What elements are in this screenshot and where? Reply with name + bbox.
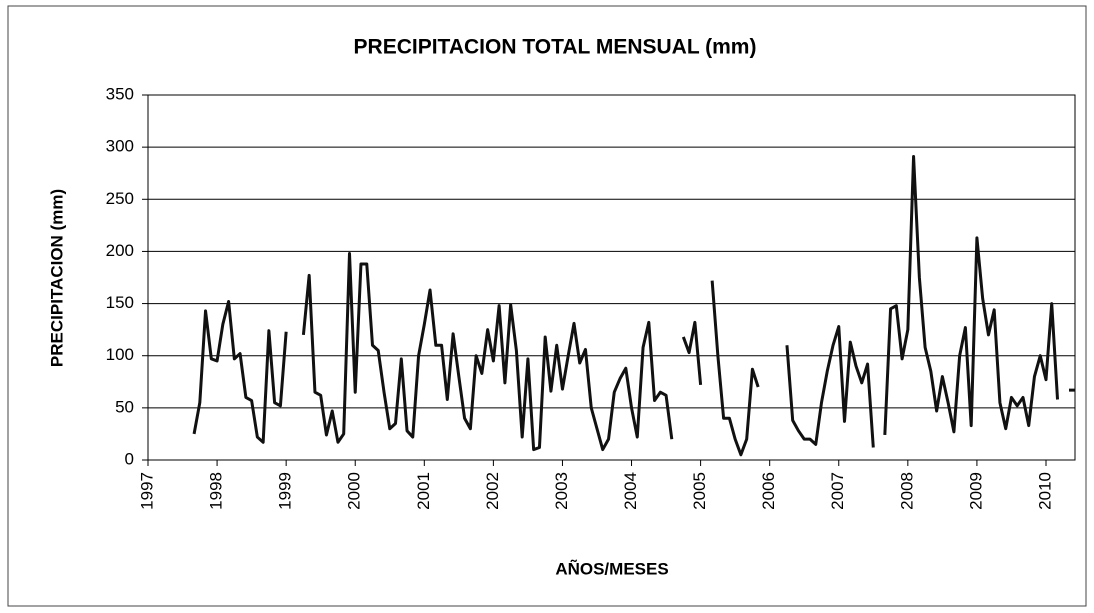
data-line xyxy=(301,252,674,452)
x-tick-label: 1999 xyxy=(276,472,295,510)
x-tick-label: 1998 xyxy=(207,472,226,510)
x-tick-label: 1997 xyxy=(137,472,156,510)
x-tick-label: 2009 xyxy=(966,472,985,510)
x-tick-label: 2006 xyxy=(759,472,778,510)
x-tick-label: 2007 xyxy=(828,472,847,510)
y-tick-label: 150 xyxy=(106,293,134,312)
x-tick-label: 2010 xyxy=(1035,472,1054,510)
y-tick-label: 100 xyxy=(106,345,134,364)
x-tick-label: 2002 xyxy=(483,472,502,510)
y-tick-label: 300 xyxy=(106,137,134,156)
x-tick-label: 2000 xyxy=(345,472,364,510)
x-tick-label: 2001 xyxy=(414,472,433,510)
y-tick-label: 350 xyxy=(106,84,134,103)
x-axis-label: AÑOS/MESES xyxy=(555,558,668,578)
data-line xyxy=(681,320,703,386)
chart-border xyxy=(7,5,1087,607)
data-line xyxy=(192,299,288,444)
y-tick-label: 250 xyxy=(106,189,134,208)
y-tick-label: 200 xyxy=(106,241,134,260)
x-tick-label: 2005 xyxy=(690,472,709,510)
data-line xyxy=(883,155,1060,436)
y-tick-label: 50 xyxy=(115,397,134,416)
x-tick-label: 2003 xyxy=(552,472,571,510)
data-line xyxy=(785,325,875,448)
x-tick-label: 2004 xyxy=(621,472,640,510)
plot-area xyxy=(147,94,1076,461)
y-tick-label: 0 xyxy=(125,449,134,468)
chart-title: PRECIPITACION TOTAL MENSUAL (mm) xyxy=(354,36,757,59)
data-line xyxy=(710,280,760,457)
x-tick-label: 2008 xyxy=(897,472,916,510)
y-axis-label: PRECIPITACION (mm) xyxy=(47,189,66,367)
